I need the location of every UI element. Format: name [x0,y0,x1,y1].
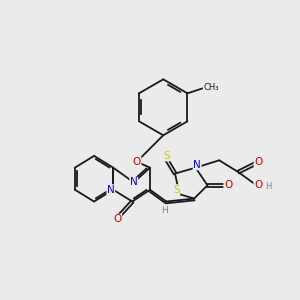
Text: S: S [163,151,169,161]
Text: H: H [161,206,168,215]
Text: O: O [113,214,122,224]
Text: O: O [133,157,141,167]
Text: N: N [130,177,138,188]
Text: N: N [107,185,115,195]
Text: O: O [254,180,262,190]
Text: O: O [224,180,232,190]
Text: O: O [254,157,262,167]
Text: CH₃: CH₃ [203,82,219,91]
Text: H: H [266,182,272,191]
Text: N: N [193,160,201,170]
Text: S: S [173,185,180,195]
